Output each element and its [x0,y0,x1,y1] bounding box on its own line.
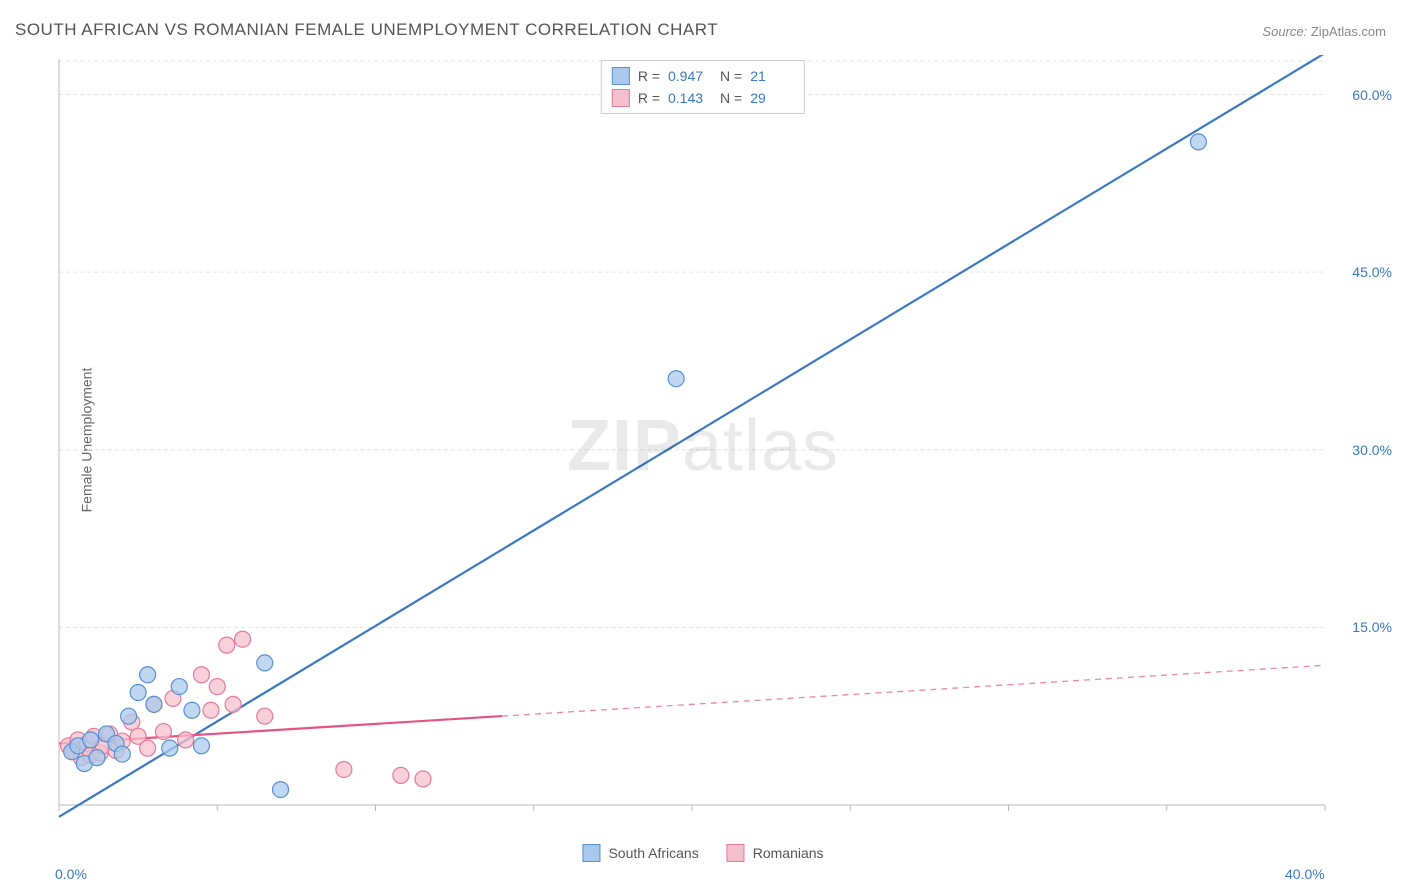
r-value-ro: 0.143 [668,90,712,106]
source-value: ZipAtlas.com [1311,24,1386,39]
swatch-romanians [612,89,630,107]
legend-series: South Africans Romanians [582,844,823,862]
legend-label-ro: Romanians [753,845,824,861]
n-label: N = [720,90,742,106]
x-tick-label: 40.0% [1285,866,1325,882]
legend-item-south-africans: South Africans [582,844,698,862]
swatch-south-africans [612,67,630,85]
legend-row-romanians: R = 0.143 N = 29 [612,87,794,109]
legend-label-sa: South Africans [608,845,698,861]
swatch-south-africans [582,844,600,862]
legend-correlation: R = 0.947 N = 21 R = 0.143 N = 29 [601,60,805,114]
x-tick-label: 0.0% [55,866,87,882]
swatch-romanians [727,844,745,862]
scatter-chart [55,55,1385,845]
y-tick-label: 45.0% [1352,264,1392,280]
source-attribution: Source: ZipAtlas.com [1262,24,1386,39]
r-value-sa: 0.947 [668,68,712,84]
y-tick-label: 60.0% [1352,87,1392,103]
n-label: N = [720,68,742,84]
n-value-ro: 29 [750,90,794,106]
n-value-sa: 21 [750,68,794,84]
r-label: R = [638,90,660,106]
y-tick-label: 15.0% [1352,619,1392,635]
legend-item-romanians: Romanians [727,844,824,862]
y-tick-label: 30.0% [1352,442,1392,458]
chart-title: SOUTH AFRICAN VS ROMANIAN FEMALE UNEMPLO… [15,20,718,40]
r-label: R = [638,68,660,84]
source-label: Source: [1262,24,1307,39]
legend-row-south-africans: R = 0.947 N = 21 [612,65,794,87]
